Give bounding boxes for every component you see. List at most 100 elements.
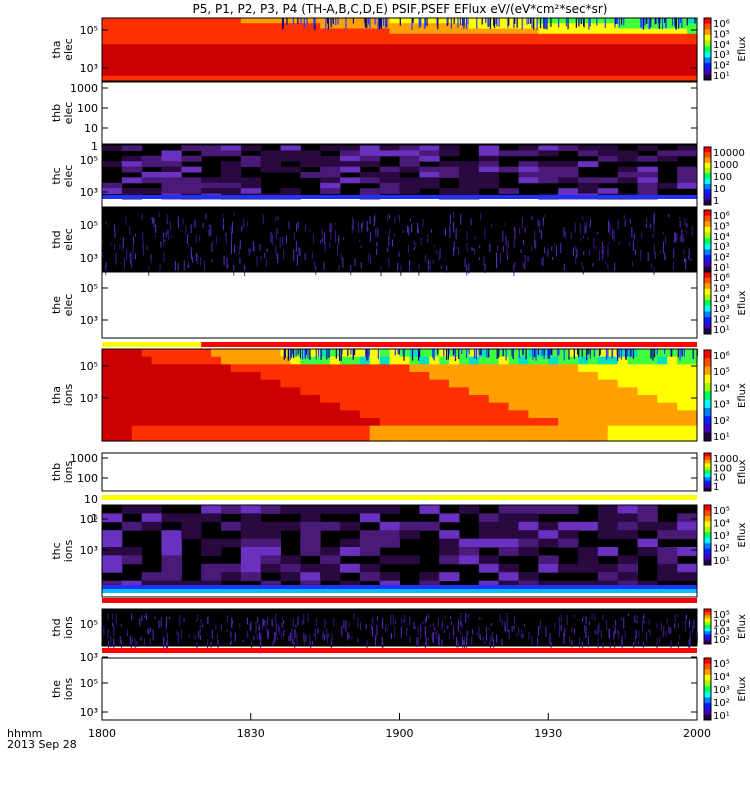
spectrogram-speck [444,630,446,633]
spectrogram-spike [328,349,330,359]
spectrogram-cell [300,387,311,396]
spectrogram-cell [419,572,440,582]
spectrogram-cell [211,364,222,373]
spectrogram-speck [158,620,160,629]
spectrogram-cell [379,433,391,442]
spectrogram-speck [586,222,588,234]
spectrogram-cell [578,402,589,411]
colorbar-tick-label: 10⁵ [713,367,730,378]
spectrogram-cell [518,356,530,365]
spectrogram-cell [151,410,163,419]
spectrogram-cell [389,44,401,51]
spectrogram-cell [508,70,520,77]
spectrogram-cell [568,33,579,40]
spectrogram-cell [102,513,123,523]
spectrogram-cell [578,364,589,373]
spectrogram-cell [459,372,470,381]
y-tick-label: 1000 [70,452,98,465]
spectrogram-speck [250,621,252,630]
spectrogram-speck [231,639,233,644]
spectrogram-cell [597,349,609,358]
spectrogram-cell [597,425,609,434]
spectrogram-cell [429,28,440,35]
spectrogram-cell [468,49,480,56]
spectrogram-speck [549,633,551,645]
spectrogram-cell [419,364,430,373]
spectrogram-cell [250,387,262,396]
spectrogram-speck [649,223,651,229]
spectrogram-cell [568,39,579,45]
spectrogram-speck [685,616,687,625]
spectrogram-cell [498,410,510,419]
spectrogram-speck [663,241,665,254]
spectrogram-cell [151,28,163,35]
spectrogram-speck [103,625,105,636]
spectrogram-cell [508,349,520,358]
spectrogram-speck [279,237,281,249]
spectrogram-spike [629,349,631,358]
spectrogram-cell [667,54,678,61]
spectrogram-cell [667,60,678,66]
spectrogram-cell [548,372,559,381]
spectrogram-cell [131,18,143,24]
spectrogram-cell [240,65,252,72]
spectrogram-cell [439,364,450,373]
spectrogram-cell [340,425,351,434]
spectrogram-cell [320,188,341,195]
spectrogram-cell [578,379,589,388]
spectrogram-cell [300,530,321,540]
spectrogram-cell [359,150,381,157]
spectrogram-speck [653,213,655,225]
spectrogram-speck [152,217,154,224]
spectrogram-speck [635,630,637,639]
spectrogram-cell [617,18,629,24]
spectrogram-cell [310,425,321,434]
spectrogram-cell [102,70,113,77]
colorbar-swatch [704,624,711,629]
spectrogram-cell [151,18,163,24]
spectrogram-cell [607,39,619,45]
spectrogram-cell [439,402,450,411]
spectrogram-cell [111,39,123,45]
panel-frame [101,207,698,272]
spectrogram-cell [419,39,430,45]
spectrogram-cell [687,54,698,61]
spectrogram-speck [636,615,638,620]
spectrogram-speck [366,220,368,232]
spectrogram-cell [240,60,252,66]
spectrogram-cell [538,530,559,540]
spectrogram-speck [324,634,326,641]
spectrogram-cell [359,513,381,523]
probe-label: thb [50,463,63,481]
spectrogram-cell [518,65,530,72]
spectrogram-cell [597,177,619,184]
spectrogram-cell [111,410,123,419]
spectrogram-cell [657,425,668,434]
spectrogram-cell [498,513,519,523]
spectrogram-cell [369,65,381,72]
spectrogram-cell [201,349,212,358]
colorbar-frame [703,452,712,492]
spectrogram-cell [171,23,182,30]
spectrogram-cell [429,425,440,434]
spectrogram-cell [300,379,311,388]
spectrogram-cell [548,410,559,419]
spectrogram-cell [161,572,182,582]
spectrogram-cell [349,60,361,66]
spectrogram-cell [181,188,202,195]
spectrogram-cell [300,155,321,162]
spectrogram-speck [618,241,620,245]
spectrogram-cell [310,349,321,358]
spectrogram-cell [221,572,242,582]
spectrogram-cell [141,356,153,365]
spectrogram-cell [379,410,391,419]
spectrogram-speck [296,254,298,266]
spectrogram-speck [682,234,684,242]
spectrogram-spike [630,349,632,357]
spectrogram-cell [558,33,569,40]
spectrogram-cell [181,379,192,388]
spectrogram-spike [615,18,618,24]
spectrogram-cell [488,28,500,35]
spectrogram-cell [459,161,480,168]
spectrogram-cell [131,364,143,373]
